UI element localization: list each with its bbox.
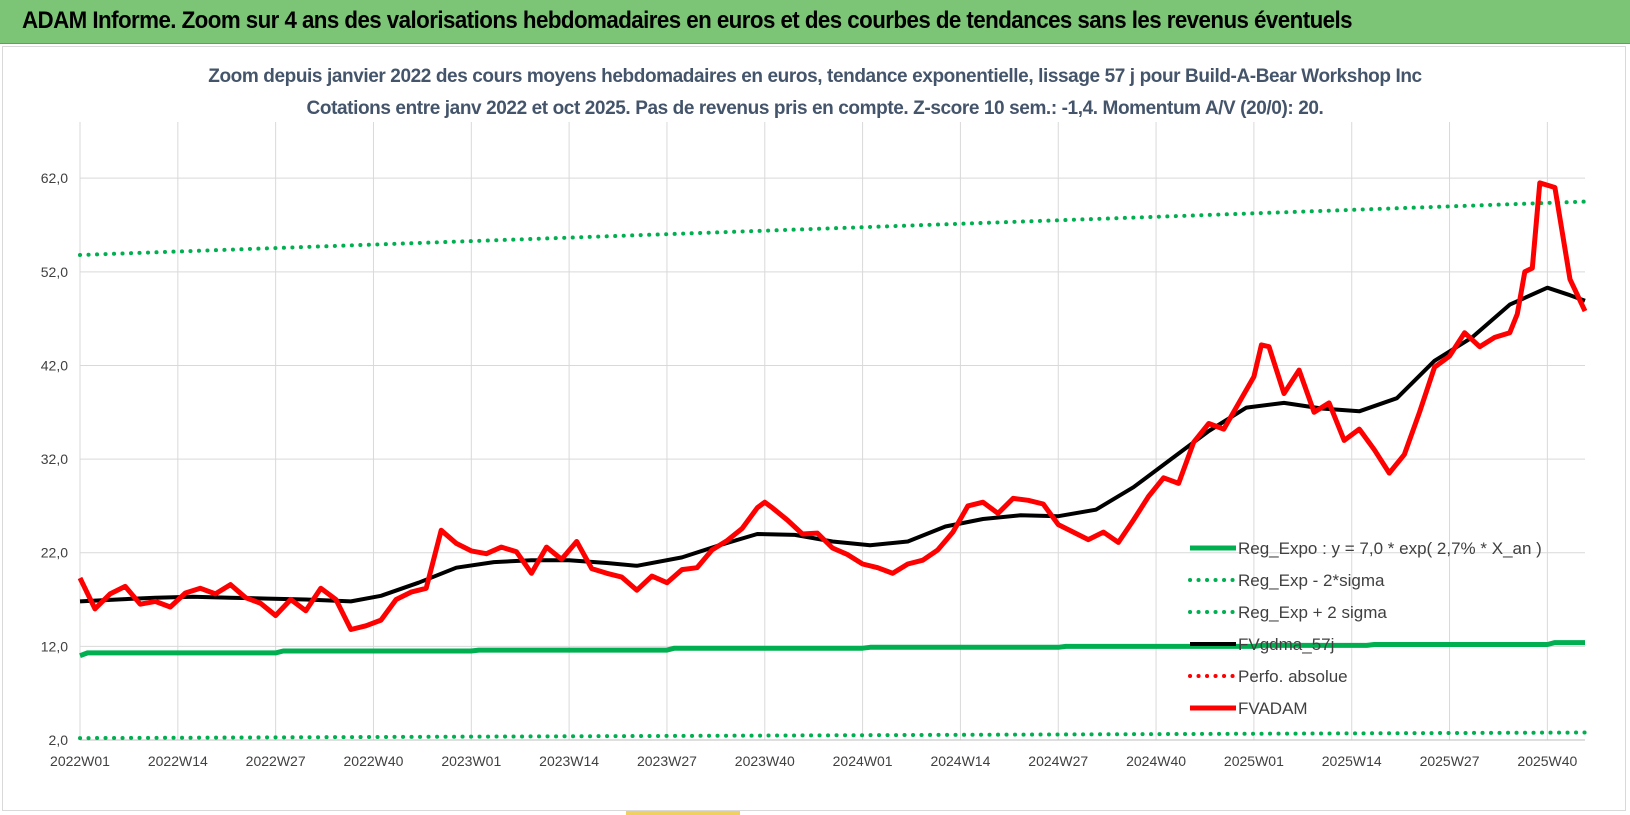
series-line-reg-exp-2-sigma [78,730,1587,741]
x-tick-label: 2024W14 [930,753,990,769]
legend-entry: Reg_Expo : y = 7,0 * exp( 2,7% * X_an ) [1238,539,1542,558]
y-tick-label: 2,0 [49,732,69,748]
y-tick-label: 42,0 [41,357,68,373]
legend-entry: FVADAM [1238,699,1308,718]
y-tick-label: 32,0 [41,451,68,467]
x-tick-label: 2023W14 [539,753,599,769]
series-line-reg-exp-2-sigma [78,199,1587,257]
x-tick-label: 2025W14 [1322,753,1382,769]
legend-entry: Reg_Exp + 2 sigma [1238,603,1387,622]
series-line-reg-expo-y-7-0-exp-2-7-x-an [79,640,1585,659]
x-tick-label: 2022W01 [50,753,110,769]
y-tick-label: 62,0 [41,170,68,186]
report-title: ADAM Informe. Zoom sur 4 ans des valoris… [22,7,1353,34]
chart-subtitle: Cotations entre janv 2022 et oct 2025. P… [306,98,1324,119]
y-tick-label: 12,0 [41,638,68,654]
x-tick-label: 2025W40 [1517,753,1577,769]
x-tick-label: 2022W40 [344,753,404,769]
legend: Reg_Expo : y = 7,0 * exp( 2,7% * X_an ) R… [1188,539,1542,718]
y-tick-label: 22,0 [41,545,68,561]
y-tick-label: 52,0 [41,264,68,280]
series-line-fvadam [77,180,1588,632]
x-tick-label: 2025W27 [1420,753,1480,769]
x-axis: 2022W01 2022W14 2022W27 2022W40 2023W01 2023W… [50,739,1585,769]
legend-entry: Reg_Exp - 2*sigma [1238,571,1385,590]
x-tick-label: 2022W27 [246,753,306,769]
x-tick-label: 2025W01 [1224,753,1284,769]
legend-entry: Perfo. absolue [1238,667,1348,686]
y-axis: 2,0 12,0 22,0 32,0 42,0 52,0 62,0 [41,170,68,748]
x-tick-label: 2024W40 [1126,753,1186,769]
x-tick-label: 2024W01 [833,753,893,769]
report-banner: ADAM Informe. Zoom sur 4 ans des valoris… [0,0,1630,44]
series-group [77,180,1588,741]
chart-title: Zoom depuis janvier 2022 des cours moyen… [208,66,1422,87]
chart-frame [2,46,1626,811]
x-tick-label: 2023W01 [441,753,501,769]
legend-entry: FVgdma_57j [1238,635,1334,654]
x-tick-label: 2024W27 [1028,753,1088,769]
x-tick-label: 2023W40 [735,753,795,769]
series-line-fvgdma-57j [79,285,1586,604]
sheet-tab-marker [626,811,740,815]
x-tick-label: 2022W14 [148,753,208,769]
x-tick-label: 2023W27 [637,753,697,769]
